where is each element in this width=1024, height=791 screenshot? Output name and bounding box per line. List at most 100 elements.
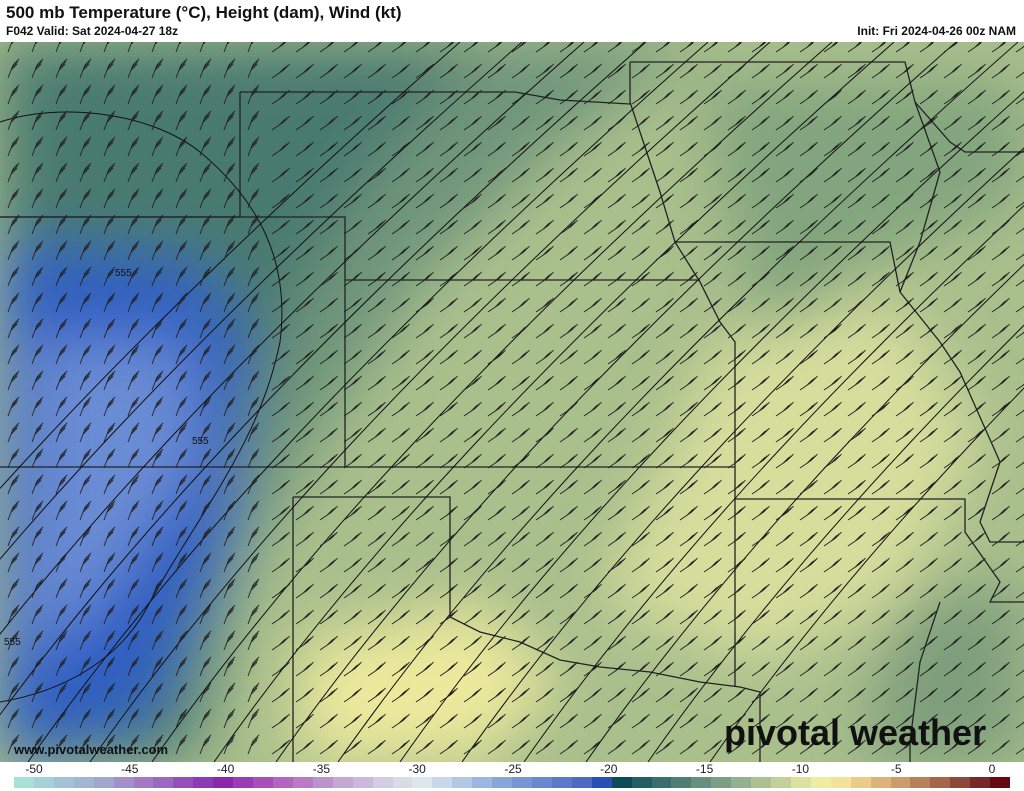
wind-barb <box>295 271 314 287</box>
wind-barb <box>439 167 458 183</box>
wind-barb <box>175 188 188 209</box>
wind-barb <box>175 708 188 729</box>
wind-barb <box>511 427 530 443</box>
wind-barb <box>55 500 68 521</box>
wind-barb <box>31 344 44 365</box>
wind-barb <box>367 583 386 599</box>
wind-barb <box>823 635 842 651</box>
wind-barb <box>895 531 914 547</box>
wind-barb <box>391 479 410 495</box>
wind-barb <box>127 630 140 651</box>
wind-barb <box>55 292 68 313</box>
wind-barb <box>727 427 746 443</box>
wind-barb <box>823 271 842 287</box>
colorbar-swatch <box>631 777 652 788</box>
wind-barb <box>535 245 554 261</box>
wind-barb <box>895 427 914 443</box>
wind-barb <box>535 453 554 469</box>
colorbar-swatch <box>233 777 254 788</box>
wind-barb <box>487 713 506 729</box>
wind-barb <box>271 609 290 625</box>
wind-barb <box>703 115 722 131</box>
wind-barb <box>631 609 650 625</box>
wind-barb <box>511 89 530 105</box>
wind-barb <box>439 89 458 105</box>
wind-barb <box>847 531 866 547</box>
contour-label: 555 <box>115 268 132 279</box>
wind-barb <box>847 635 866 651</box>
wind-barb <box>391 583 410 599</box>
wind-barb <box>799 63 818 79</box>
wind-barb <box>775 42 791 53</box>
wind-barb <box>679 401 698 417</box>
colorbar-swatch <box>611 777 632 788</box>
wind-barb <box>487 557 506 573</box>
wind-barb <box>439 401 458 417</box>
wind-barb <box>871 141 890 157</box>
wind-barb <box>967 427 986 443</box>
wind-barb <box>1015 279 1024 287</box>
colorbar-swatch <box>551 777 572 788</box>
wind-barb <box>559 583 578 599</box>
wind-barb <box>799 557 818 573</box>
wind-barb <box>223 682 236 703</box>
wind-barb <box>919 635 938 651</box>
wind-barb <box>607 115 626 131</box>
wind-barb <box>319 271 338 287</box>
wind-barb <box>751 609 770 625</box>
colorbar-swatch <box>213 777 234 788</box>
wind-barb <box>103 266 116 287</box>
colorbar-swatch <box>372 777 393 788</box>
wind-barb <box>751 505 770 521</box>
wind-barb <box>31 214 44 235</box>
wind-barb <box>79 500 92 521</box>
wind-barb <box>871 635 890 651</box>
wind-barb <box>439 115 458 131</box>
wind-barb <box>871 271 890 287</box>
wind-barb <box>319 609 338 625</box>
wind-barb <box>223 526 236 547</box>
wind-barb <box>7 214 20 235</box>
wind-barb <box>367 531 386 547</box>
wind-barb <box>631 661 650 677</box>
wind-barb <box>31 136 44 157</box>
wind-barb <box>79 734 92 755</box>
wind-barb <box>751 42 767 53</box>
wind-barb <box>391 453 410 469</box>
wind-barb <box>247 318 260 339</box>
wind-barb <box>679 713 698 729</box>
wind-barb <box>727 42 743 53</box>
wind-barb <box>247 344 260 365</box>
wind-barb <box>655 453 674 469</box>
wind-barb <box>895 687 914 703</box>
wind-barb <box>631 479 650 495</box>
wind-barb <box>391 713 410 729</box>
height-contour <box>399 91 1024 762</box>
wind-barb <box>871 609 890 625</box>
wind-barb <box>343 193 362 209</box>
wind-barb <box>799 323 818 339</box>
wind-barb <box>151 604 164 625</box>
wind-barb <box>991 401 1010 417</box>
wind-barb <box>415 219 434 235</box>
wind-barb <box>127 58 140 79</box>
wind-barb <box>919 661 938 677</box>
wind-barb <box>343 687 362 703</box>
wind-barb <box>511 297 530 313</box>
wind-barb <box>103 682 116 703</box>
wind-barb <box>7 734 20 755</box>
wind-barb <box>487 219 506 235</box>
wind-barb <box>1015 643 1024 651</box>
wind-barb <box>511 583 530 599</box>
wind-barb <box>1015 331 1024 339</box>
wind-barb <box>31 552 44 573</box>
wind-barb <box>55 344 68 365</box>
wind-barb <box>391 42 407 53</box>
wind-barb <box>703 583 722 599</box>
wind-barb <box>751 713 770 729</box>
wind-barb <box>223 578 236 599</box>
wind-barb <box>799 583 818 599</box>
wind-barb <box>751 531 770 547</box>
wind-barb <box>919 609 938 625</box>
wind-barb <box>7 526 20 547</box>
